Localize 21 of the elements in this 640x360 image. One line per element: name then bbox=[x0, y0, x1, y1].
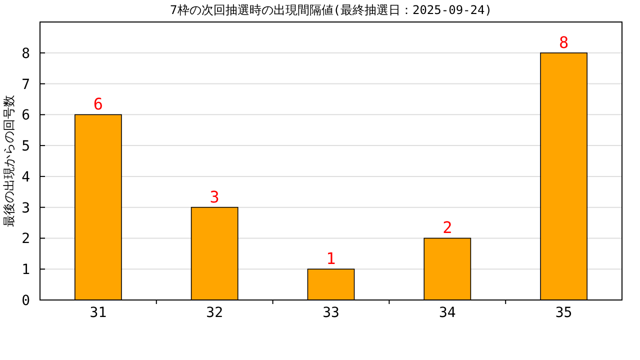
data-label: 3 bbox=[210, 187, 220, 206]
x-tick-label: 35 bbox=[555, 305, 572, 321]
y-tick-label: 0 bbox=[22, 293, 30, 309]
y-axis-title: 最後の出現からの回号数 bbox=[2, 95, 16, 227]
y-tick-label: 5 bbox=[22, 138, 30, 155]
y-tick-label: 8 bbox=[22, 46, 30, 62]
y-tick-label: 4 bbox=[22, 169, 30, 186]
data-label: 2 bbox=[442, 218, 452, 238]
x-tick-label: 34 bbox=[438, 305, 456, 321]
data-label: 1 bbox=[326, 249, 336, 268]
y-tick-label: 7 bbox=[22, 76, 30, 93]
x-tick-label: 33 bbox=[322, 305, 340, 321]
y-tick-label: 1 bbox=[22, 262, 30, 278]
x-tick-label: 32 bbox=[206, 305, 224, 321]
y-tick-label: 6 bbox=[22, 108, 30, 124]
data-label: 6 bbox=[93, 94, 104, 114]
data-label: 8 bbox=[558, 32, 569, 52]
y-tick-label: 2 bbox=[22, 231, 30, 248]
x-tick-label: 31 bbox=[90, 305, 107, 321]
chart-title: 7枠の次回抽選時の出現間隔値(最終抽選日：2025-09-24) bbox=[170, 3, 492, 17]
y-tick-label: 3 bbox=[22, 200, 30, 216]
